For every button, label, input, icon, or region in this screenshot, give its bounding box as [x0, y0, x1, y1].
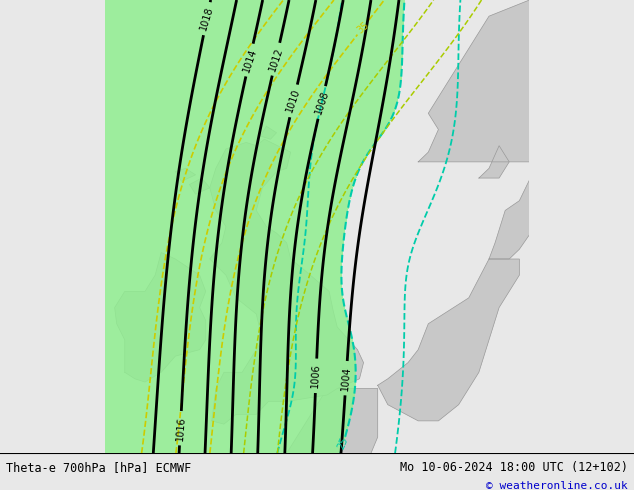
- Text: 1018: 1018: [198, 5, 215, 32]
- Polygon shape: [489, 169, 543, 259]
- Text: 1006: 1006: [310, 363, 321, 389]
- Polygon shape: [230, 389, 378, 490]
- Text: 1004: 1004: [340, 366, 353, 391]
- Polygon shape: [378, 259, 519, 421]
- Polygon shape: [176, 169, 196, 181]
- Text: 1010: 1010: [285, 88, 302, 114]
- Polygon shape: [479, 146, 509, 178]
- Text: Theta-e 700hPa [hPa] ECMWF: Theta-e 700hPa [hPa] ECMWF: [6, 461, 191, 474]
- Text: © weatheronline.co.uk: © weatheronline.co.uk: [486, 481, 628, 490]
- Text: 1016: 1016: [174, 416, 186, 441]
- Polygon shape: [190, 178, 210, 194]
- Polygon shape: [115, 252, 205, 382]
- Text: 35: 35: [355, 20, 371, 35]
- Text: 1012: 1012: [268, 46, 285, 73]
- Text: 1014: 1014: [241, 47, 258, 74]
- Text: Mo 10-06-2024 18:00 UTC (12+102): Mo 10-06-2024 18:00 UTC (12+102): [399, 461, 628, 474]
- Text: 1008: 1008: [313, 89, 330, 116]
- Polygon shape: [261, 126, 276, 139]
- Polygon shape: [210, 139, 363, 424]
- Polygon shape: [418, 0, 529, 162]
- Text: 25: 25: [336, 436, 351, 451]
